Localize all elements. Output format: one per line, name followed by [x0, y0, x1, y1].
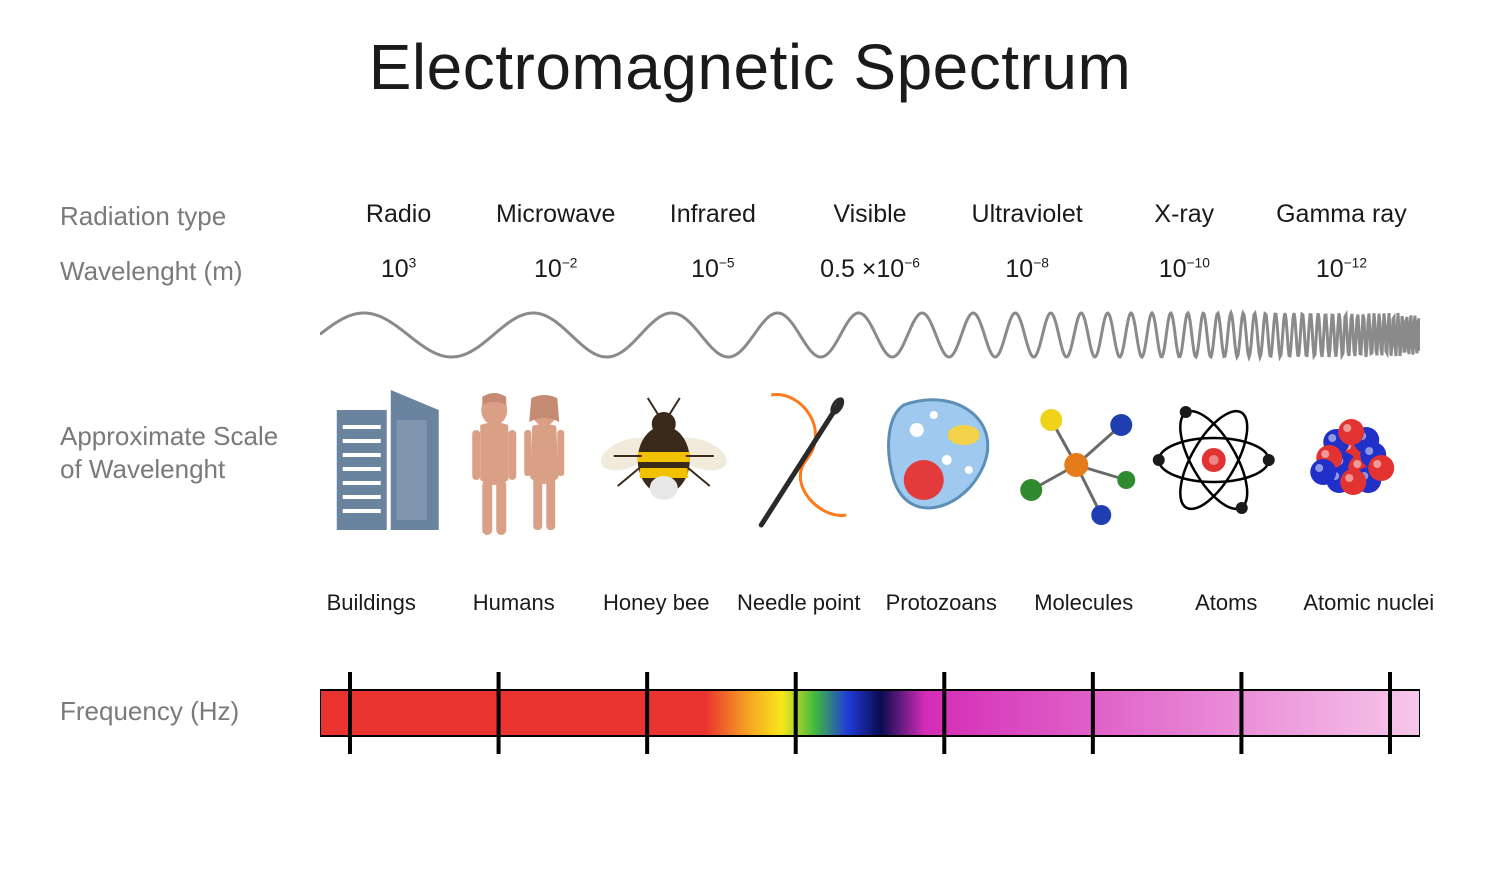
- radiation-type-6: Gamma ray: [1263, 200, 1420, 229]
- radiation-type-5: X-ray: [1106, 200, 1263, 229]
- wave-diagram: [320, 305, 1420, 365]
- scale-object-3: Needle point: [728, 590, 871, 616]
- buildings-icon: [337, 390, 439, 530]
- radiation-type-4: Ultraviolet: [949, 200, 1106, 229]
- scale-object-5: Molecules: [1013, 590, 1156, 616]
- label-wavelength: Wavelenght (m): [60, 255, 243, 288]
- protozoans-icon: [889, 400, 988, 508]
- wavelength-1: 10−2: [477, 255, 634, 284]
- wavelength-3: 0.5 ×10−6: [791, 255, 948, 284]
- radiation-type-3: Visible: [791, 200, 948, 229]
- wavelength-4: 10−8: [949, 255, 1106, 284]
- atoms-icon: [1153, 401, 1275, 518]
- radiation-type-2: Infrared: [634, 200, 791, 229]
- scale-object-0: Buildings: [300, 590, 443, 616]
- scale-object-7: Atomic nuclei: [1298, 590, 1441, 616]
- scale-object-4: Protozoans: [870, 590, 1013, 616]
- label-radiation-type: Radiation type: [60, 200, 226, 233]
- scale-labels-row: BuildingsHumansHoney beeNeedle pointProt…: [300, 590, 1440, 616]
- frequency-bar: [320, 660, 1420, 770]
- wavelength-0: 103: [320, 255, 477, 284]
- molecules-icon: [1020, 409, 1135, 525]
- scale-object-2: Honey bee: [585, 590, 728, 616]
- honeybee-icon: [596, 398, 731, 500]
- wavelength-row: 10310−210−50.5 ×10−610−810−1010−12: [320, 255, 1420, 284]
- scale-object-1: Humans: [443, 590, 586, 616]
- wavelength-6: 10−12: [1263, 255, 1420, 284]
- radiation-type-1: Microwave: [477, 200, 634, 229]
- label-scale: Approximate Scaleof Wavelenght: [60, 420, 278, 485]
- wavelength-2: 10−5: [634, 255, 791, 284]
- wavelength-5: 10−10: [1106, 255, 1263, 284]
- nuclei-icon: [1310, 419, 1394, 495]
- radiation-type-0: Radio: [320, 200, 477, 229]
- needle-icon: [761, 395, 846, 525]
- scale-object-6: Atoms: [1155, 590, 1298, 616]
- page-title: Electromagnetic Spectrum: [0, 30, 1500, 104]
- humans-icon: [472, 393, 564, 535]
- scale-icons-row: [320, 370, 1420, 550]
- radiation-type-row: RadioMicrowaveInfraredVisibleUltraviolet…: [320, 200, 1420, 229]
- label-frequency: Frequency (Hz): [60, 695, 239, 728]
